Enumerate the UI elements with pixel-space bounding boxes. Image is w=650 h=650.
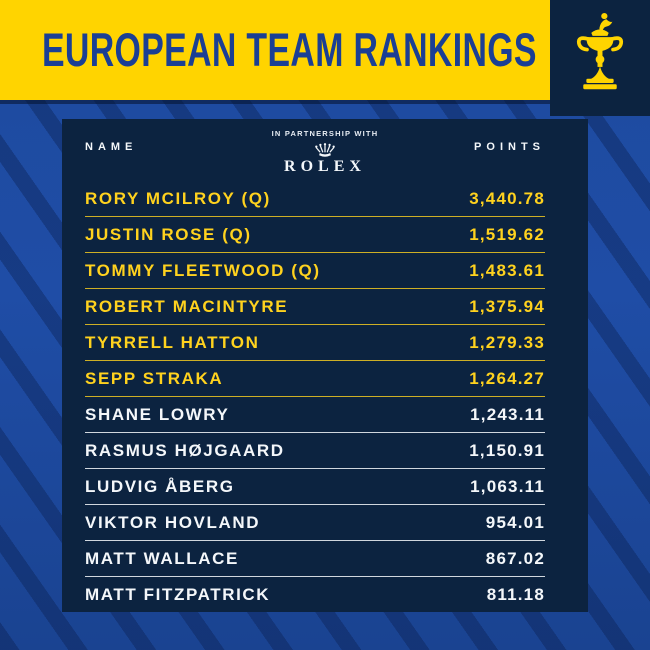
sponsor-logo-text: ROLEX xyxy=(284,158,366,175)
player-points: 954.01 xyxy=(485,512,545,532)
partnership-label: IN PARTNERSHIP WITH xyxy=(271,129,379,138)
trophy-panel xyxy=(550,0,650,116)
player-name: MATT WALLACE xyxy=(85,548,239,568)
table-row: JUSTIN ROSE (Q) 1,519.62 xyxy=(85,217,545,253)
table-row: MATT FITZPATRICK 811.18 xyxy=(85,577,545,612)
column-header-name: NAME xyxy=(85,141,138,153)
table-row: SEPP STRAKA 1,264.27 xyxy=(85,361,545,397)
player-name: LUDVIG ÅBERG xyxy=(85,476,235,496)
table-row: RORY MCILROY (Q) 3,440.78 xyxy=(85,181,545,217)
player-points: 1,063.11 xyxy=(470,476,545,496)
rankings-card: NAME IN PARTNERSHIP WITH xyxy=(62,119,588,612)
page-title: EUROPEAN TEAM RANKINGS xyxy=(42,23,537,76)
player-points: 1,264.27 xyxy=(469,368,545,388)
rolex-crown-icon xyxy=(315,143,335,157)
player-points: 1,150.91 xyxy=(469,440,545,460)
player-points: 1,519.62 xyxy=(469,224,545,244)
player-name: SEPP STRAKA xyxy=(85,368,224,388)
card-header: NAME IN PARTNERSHIP WITH xyxy=(62,119,588,181)
player-name: MATT FITZPATRICK xyxy=(85,584,271,604)
table-row: RASMUS HØJGAARD 1,150.91 xyxy=(85,433,545,469)
player-name: RASMUS HØJGAARD xyxy=(85,440,285,460)
partnership-block: IN PARTNERSHIP WITH xyxy=(62,129,588,176)
table-row: ROBERT MACINTYRE 1,375.94 xyxy=(85,289,545,325)
player-points: 1,279.33 xyxy=(469,332,545,352)
title-band: EUROPEAN TEAM RANKINGS xyxy=(0,0,550,100)
player-name: RORY MCILROY (Q) xyxy=(85,188,271,208)
player-name: VIKTOR HOVLAND xyxy=(85,512,261,532)
table-row: VIKTOR HOVLAND 954.01 xyxy=(85,505,545,541)
player-points: 1,243.11 xyxy=(470,404,545,424)
player-points: 3,440.78 xyxy=(469,188,545,208)
player-points: 867.02 xyxy=(485,548,545,568)
player-points: 1,375.94 xyxy=(469,296,545,316)
table-row: TYRRELL HATTON 1,279.33 xyxy=(85,325,545,361)
player-name: TOMMY FLEETWOOD (Q) xyxy=(85,260,321,280)
rankings-list: RORY MCILROY (Q) 3,440.78 JUSTIN ROSE (Q… xyxy=(62,181,588,612)
player-name: JUSTIN ROSE (Q) xyxy=(85,224,252,244)
player-name: TYRRELL HATTON xyxy=(85,332,260,352)
player-points: 811.18 xyxy=(486,584,545,604)
ryder-cup-trophy-icon xyxy=(576,12,624,90)
player-points: 1,483.61 xyxy=(469,260,545,280)
player-name: ROBERT MACINTYRE xyxy=(85,296,289,316)
table-row: SHANE LOWRY 1,243.11 xyxy=(85,397,545,433)
table-row: TOMMY FLEETWOOD (Q) 1,483.61 xyxy=(85,253,545,289)
column-header-points: POINTS xyxy=(474,141,545,153)
player-name: SHANE LOWRY xyxy=(85,404,230,424)
table-row: LUDVIG ÅBERG 1,063.11 xyxy=(85,469,545,505)
table-row: MATT WALLACE 867.02 xyxy=(85,541,545,577)
